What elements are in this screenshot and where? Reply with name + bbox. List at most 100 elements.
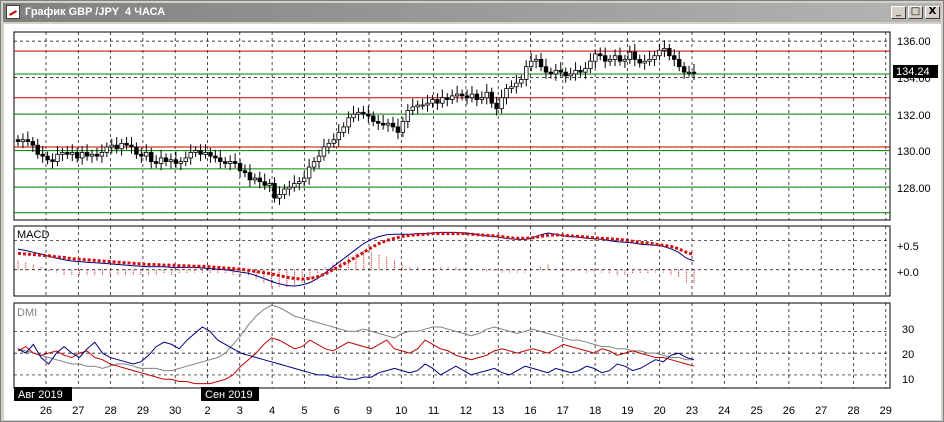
candle-body (578, 69, 583, 73)
candle-body (232, 161, 238, 164)
candle-body (390, 122, 396, 128)
dmi-minus-di-line (17, 337, 695, 385)
dmi-adx-line (17, 304, 694, 372)
month-label: Сен 2019 (205, 389, 253, 401)
candle-body (410, 106, 415, 111)
day-label: 30 (169, 405, 181, 417)
candle-body (494, 102, 499, 110)
candle-body (528, 60, 534, 68)
candle-body (657, 49, 662, 57)
candle-body (607, 58, 613, 62)
candle-body (598, 53, 603, 57)
candle-body (440, 97, 445, 104)
candle-body (60, 152, 65, 155)
candle-body (356, 111, 361, 115)
day-label: 6 (334, 405, 340, 417)
day-label: 3 (237, 405, 243, 417)
candle-body (223, 161, 228, 164)
price-tick-label: 130.00 (897, 146, 931, 158)
day-label: 26 (783, 405, 795, 417)
chart-svg[interactable]: 136.00 134.00 132.00 130.00 128.00 134.2… (4, 24, 941, 420)
candle-body (70, 152, 75, 155)
candle-body (430, 99, 435, 104)
candle-body (445, 97, 450, 100)
candle-body (153, 161, 159, 164)
candle-body (262, 181, 267, 186)
candle-body (647, 58, 652, 62)
macd-panel-frame (13, 225, 891, 297)
candle-body (558, 69, 563, 73)
price-panel-frame (13, 31, 891, 221)
chart-canvas[interactable]: 136.00 134.00 132.00 130.00 128.00 134.2… (4, 24, 941, 420)
dmi-tick-label: 30 (902, 324, 914, 336)
candle-body (573, 69, 578, 75)
candle-body (272, 183, 277, 199)
candle-body (454, 93, 460, 97)
candle-body (662, 48, 667, 51)
candle-body (632, 51, 637, 60)
candle-body (331, 139, 336, 144)
candle-body (242, 170, 248, 173)
candle-body (158, 157, 164, 164)
dmi-label: DMI (17, 307, 37, 319)
candle-body (395, 126, 401, 133)
day-label: 27 (815, 405, 827, 417)
candle-body (588, 60, 593, 69)
candle-body (672, 55, 677, 60)
macd-signal-line (17, 232, 695, 281)
day-label: 11 (428, 405, 439, 417)
candle-body (45, 155, 50, 161)
candle-body (637, 58, 642, 64)
candle-body (134, 146, 139, 155)
maximize-button[interactable]: □ (908, 6, 923, 19)
candle-body (50, 159, 55, 162)
day-label: 4 (269, 405, 275, 417)
day-label: 10 (395, 405, 407, 417)
current-price-label: 134.24 (896, 66, 930, 78)
day-label: 20 (654, 405, 666, 417)
candle-body (144, 152, 149, 157)
minimize-button[interactable]: _ (891, 6, 906, 19)
candle-body (89, 153, 95, 157)
candle-body (514, 82, 519, 88)
candle-body (676, 58, 682, 68)
candle-body (686, 71, 692, 74)
candle-body (617, 55, 623, 62)
candle-body (257, 177, 262, 183)
chart-app-icon (6, 5, 20, 19)
candle-body (173, 159, 179, 164)
candle-body (247, 172, 253, 181)
day-label: 29 (137, 405, 149, 417)
candle-body (667, 48, 672, 57)
candle-body (371, 115, 376, 122)
candle-body (35, 144, 40, 155)
candle-body (198, 150, 203, 155)
macd-label: MACD (17, 229, 49, 241)
candle-body (509, 86, 514, 89)
candle-body (593, 53, 598, 62)
day-label: 28 (104, 405, 116, 417)
day-label: 18 (589, 405, 601, 417)
grid-lines (14, 32, 890, 388)
price-tick-label: 136.00 (897, 36, 931, 48)
candle-body (681, 66, 687, 73)
candle-body (79, 152, 85, 159)
title-bar[interactable]: График GBP /JPY 4 ЧАСА _ □ X (3, 3, 941, 22)
candle-body (168, 159, 174, 162)
horizontal-levels (14, 50, 890, 214)
candle-body (622, 58, 628, 62)
candle-body (642, 60, 647, 64)
candle-body (321, 146, 327, 157)
candle-body (464, 95, 470, 99)
month-label-box (14, 387, 72, 401)
candle-body (420, 104, 425, 107)
dmi-tick-label: 20 (902, 349, 914, 361)
day-label: 26 (40, 405, 52, 417)
candle-body (213, 155, 218, 159)
candle-body (538, 58, 544, 68)
candle-body (297, 181, 302, 184)
close-button[interactable]: X (925, 6, 940, 19)
candle-body (292, 183, 297, 188)
candle-body (583, 68, 588, 73)
